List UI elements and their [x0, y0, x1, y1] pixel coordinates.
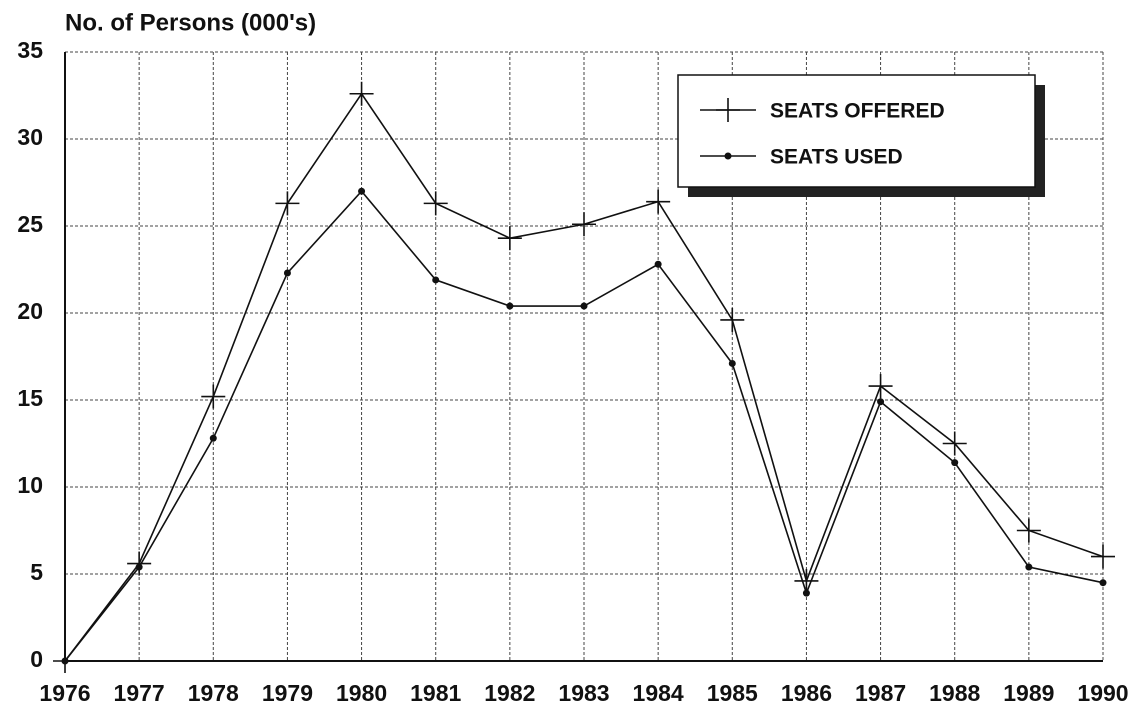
data-point: [358, 187, 366, 195]
data-point: [1091, 544, 1115, 569]
data-point: [349, 81, 374, 106]
data-point: [720, 307, 745, 332]
data-point: [654, 260, 662, 268]
data-point: [283, 269, 291, 277]
x-tick-label: 1981: [410, 680, 461, 706]
legend-label: SEATS OFFERED: [770, 100, 945, 123]
y-tick-label: 5: [30, 559, 43, 585]
data-point: [275, 191, 300, 216]
data-point: [646, 189, 671, 214]
legend-label: SEATS USED: [770, 146, 903, 169]
data-point: [1099, 579, 1107, 587]
data-point: [506, 302, 514, 310]
y-tick-label: 35: [17, 37, 43, 63]
data-point: [432, 276, 440, 284]
x-tick-label: 1976: [39, 680, 90, 706]
data-point: [201, 384, 226, 409]
data-point: [802, 589, 810, 597]
y-tick-label: 20: [17, 298, 43, 324]
legend-marker: [724, 152, 732, 160]
x-tick-label: 1980: [336, 680, 387, 706]
x-tick-label: 1979: [262, 680, 313, 706]
data-point: [877, 398, 885, 406]
data-point: [135, 563, 143, 571]
y-tick-label: 15: [17, 385, 43, 411]
x-tick-label: 1977: [114, 680, 165, 706]
legend-marker: [716, 98, 740, 122]
y-tick-label: 10: [17, 472, 43, 498]
data-point: [572, 212, 596, 237]
data-point: [580, 302, 588, 310]
data-point: [728, 359, 736, 367]
data-point: [868, 374, 893, 399]
data-point: [1016, 518, 1041, 543]
legend-box: [677, 74, 1036, 188]
x-tick-label: 1983: [558, 680, 609, 706]
data-point: [423, 191, 448, 216]
data-point: [951, 459, 959, 467]
x-tick-label: 1986: [781, 680, 832, 706]
x-tick-label: 1984: [633, 680, 684, 706]
y-tick-label: 25: [17, 211, 43, 237]
x-tick-label: 1990: [1077, 680, 1128, 706]
x-tick-label: 1982: [484, 680, 535, 706]
data-point: [209, 434, 217, 442]
data-point: [794, 568, 819, 593]
x-tick-label: 1985: [707, 680, 758, 706]
y-tick-label: 30: [17, 124, 43, 150]
x-tick-label: 1987: [855, 680, 906, 706]
data-point: [942, 431, 967, 456]
data-point: [497, 226, 522, 251]
y-axis-label: No. of Persons (000's): [65, 9, 316, 36]
x-tick-label: 1978: [188, 680, 239, 706]
data-point: [61, 657, 69, 665]
x-tick-label: 1988: [929, 680, 980, 706]
y-tick-label: 0: [30, 646, 43, 672]
series-line: [64, 189, 1104, 662]
x-tick-label: 1989: [1003, 680, 1054, 706]
data-point: [1025, 563, 1033, 571]
